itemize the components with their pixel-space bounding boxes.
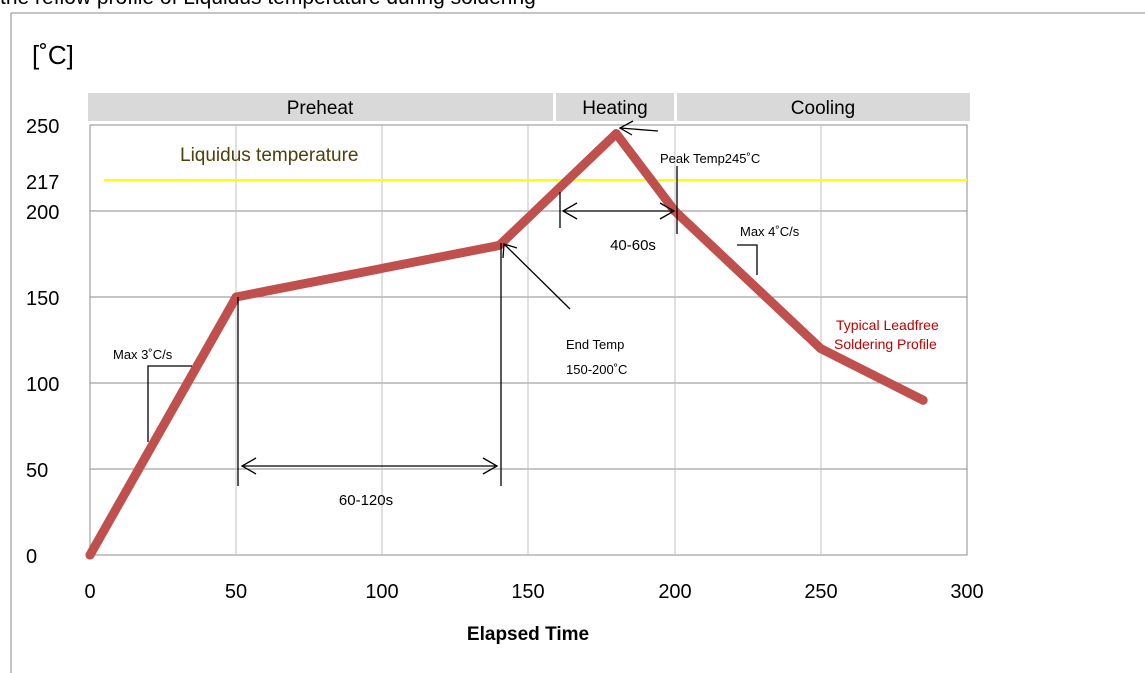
preheat-time-label: 60-120s — [339, 492, 393, 509]
x-tick-100: 100 — [365, 581, 398, 603]
preheat-arrowhead-left — [240, 457, 257, 475]
y-tick-100: 100 — [26, 374, 59, 396]
peak-pointer — [619, 127, 659, 132]
y-tick-150: 150 — [26, 288, 59, 310]
liquidus-arrowhead-left — [561, 202, 578, 220]
x-tick-50: 50 — [225, 581, 247, 603]
x-tick-150: 150 — [511, 581, 544, 603]
end-temp-label-line2: 150-200˚C — [566, 362, 627, 377]
series-point-0 — [85, 550, 95, 560]
x-tick-200: 200 — [658, 581, 691, 603]
y-tick-217: 217 — [26, 172, 59, 194]
heat-rate-label: Max 3˚C/s — [113, 347, 173, 362]
phase-band-cooling — [677, 93, 970, 121]
phase-label-preheat: Preheat — [287, 98, 354, 119]
x-tick-250: 250 — [804, 581, 837, 603]
end-temp-label-line1: End Temp — [566, 337, 624, 352]
series-point-5 — [816, 344, 826, 354]
phase-label-cooling: Cooling — [791, 98, 855, 119]
y-axis-unit-label: [˚C] — [32, 40, 74, 70]
series-point-1 — [231, 292, 241, 302]
cool-rate-marker — [737, 244, 758, 275]
series-point-2 — [494, 240, 504, 250]
phase-label-heating: Heating — [582, 98, 648, 119]
liquidus-time-label: 40-60s — [610, 237, 656, 254]
series-point-6 — [918, 395, 928, 405]
preheat-arrowhead-right — [482, 457, 499, 475]
peak-temp-label: Peak Temp245˚C — [660, 151, 760, 166]
liquidus-label: Liquidus temperature — [180, 145, 359, 166]
profile-label-line1: Typical Leadfree — [836, 317, 939, 333]
y-tick-50: 50 — [26, 460, 48, 482]
heat-rate-marker — [147, 365, 192, 442]
y-tick-0: 0 — [26, 546, 37, 568]
series-point-3 — [611, 129, 621, 139]
top-caption: the reflow profile of Liquidus temperatu… — [0, 0, 536, 9]
end-temp-arrowhead — [502, 243, 518, 259]
y-tick-200: 200 — [26, 202, 59, 224]
series-line-leadfree-profile — [85, 129, 928, 560]
peak-arrowhead — [618, 120, 634, 136]
cool-rate-label: Max 4˚C/s — [740, 224, 800, 239]
phase-band-heating — [556, 93, 674, 121]
liquidus-arrowhead-right — [659, 202, 676, 220]
y-tick-250: 250 — [26, 116, 59, 138]
x-tick-300: 300 — [950, 581, 983, 603]
x-tick-0: 0 — [84, 581, 95, 603]
end-temp-pointer — [503, 243, 571, 310]
x-axis-title: Elapsed Time — [467, 624, 589, 645]
profile-label-line2: Soldering Profile — [834, 336, 937, 352]
phase-band-preheat — [88, 93, 553, 121]
